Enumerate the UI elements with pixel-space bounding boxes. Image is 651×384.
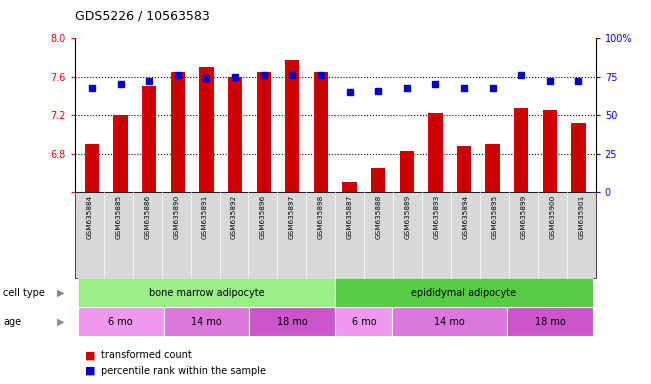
Text: GSM635896: GSM635896 [260, 195, 266, 239]
Text: epididymal adipocyte: epididymal adipocyte [411, 288, 517, 298]
Bar [486, 144, 500, 192]
Text: GSM635895: GSM635895 [492, 195, 497, 239]
Text: GDS5226 / 10563583: GDS5226 / 10563583 [75, 10, 210, 23]
Text: GSM635893: GSM635893 [434, 195, 439, 239]
Bar [371, 168, 385, 192]
Text: GSM635885: GSM635885 [115, 195, 121, 239]
Text: cell type: cell type [3, 288, 45, 298]
Text: bone marrow adipocyte: bone marrow adipocyte [148, 288, 264, 298]
Text: GSM635894: GSM635894 [462, 195, 469, 239]
Bar [113, 115, 128, 192]
Text: GSM635884: GSM635884 [87, 195, 92, 239]
Bar [400, 151, 414, 192]
Bar [314, 72, 328, 192]
Bar [514, 108, 529, 192]
Bar [285, 60, 299, 192]
Text: GSM635898: GSM635898 [318, 195, 324, 239]
Text: GSM635900: GSM635900 [549, 195, 555, 239]
Bar [256, 72, 271, 192]
Text: 6 mo: 6 mo [108, 316, 133, 327]
Text: GSM635891: GSM635891 [202, 195, 208, 239]
Text: 14 mo: 14 mo [191, 316, 222, 327]
Bar [142, 86, 156, 192]
Text: GSM635887: GSM635887 [347, 195, 353, 239]
Text: GSM635886: GSM635886 [145, 195, 150, 239]
Bar [543, 111, 557, 192]
Bar [85, 144, 99, 192]
Text: GSM635899: GSM635899 [520, 195, 526, 239]
Text: ■: ■ [85, 366, 95, 376]
Bar [342, 182, 357, 192]
Text: 14 mo: 14 mo [434, 316, 465, 327]
Text: ■: ■ [85, 350, 95, 360]
Text: 6 mo: 6 mo [352, 316, 376, 327]
Bar [171, 72, 185, 192]
Text: ▶: ▶ [57, 316, 64, 327]
Bar [457, 146, 471, 192]
Bar [199, 67, 214, 192]
Text: GSM635897: GSM635897 [289, 195, 295, 239]
Text: transformed count: transformed count [101, 350, 191, 360]
Text: 18 mo: 18 mo [277, 316, 308, 327]
Text: GSM635888: GSM635888 [376, 195, 381, 239]
Text: percentile rank within the sample: percentile rank within the sample [101, 366, 266, 376]
Text: GSM635890: GSM635890 [173, 195, 179, 239]
Text: GSM635889: GSM635889 [405, 195, 411, 239]
Bar [428, 113, 443, 192]
Text: age: age [3, 316, 21, 327]
Text: GSM635892: GSM635892 [231, 195, 237, 239]
Bar [228, 77, 242, 192]
Text: ▶: ▶ [57, 288, 64, 298]
Text: GSM635901: GSM635901 [578, 195, 584, 239]
Bar [572, 123, 586, 192]
Text: 18 mo: 18 mo [534, 316, 565, 327]
